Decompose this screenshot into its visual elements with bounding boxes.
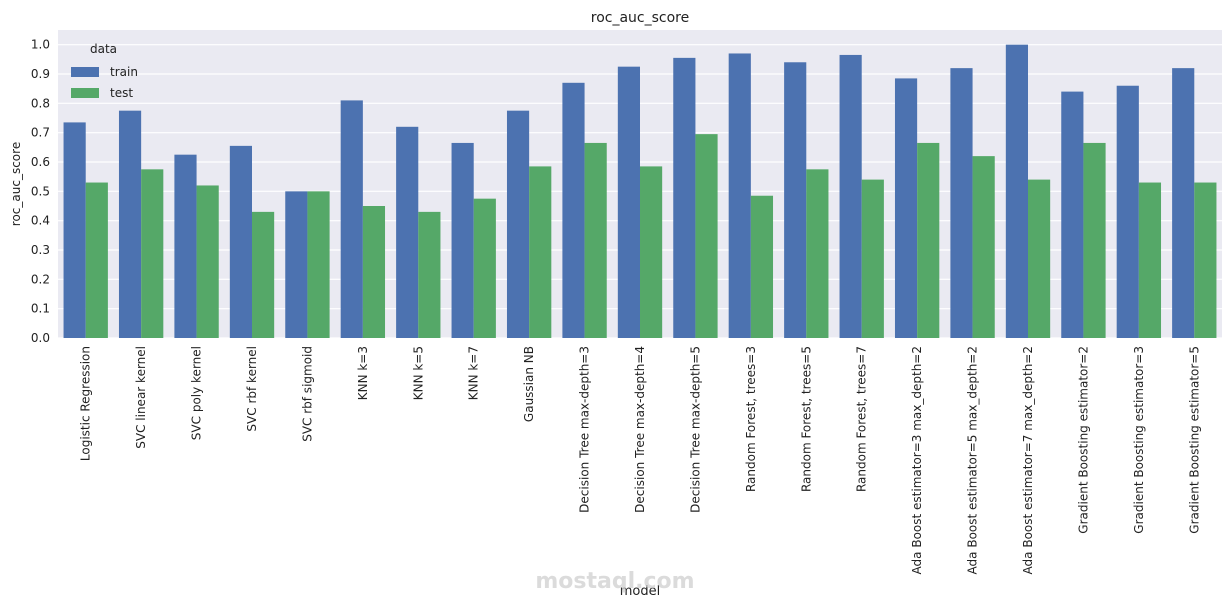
bar: [1005, 44, 1028, 339]
bar: [584, 142, 607, 338]
y-tick-label: 0.8: [31, 96, 50, 110]
x-tick-label: Gaussian NB: [522, 346, 536, 422]
legend-label: test: [110, 86, 133, 100]
x-tick-label: KNN k=7: [467, 346, 481, 400]
bar: [174, 154, 197, 338]
x-tick-label: Gradient Boosting estimator=3: [1132, 346, 1146, 534]
x-tick-label: Ada Boost estimator=7 max_depth=2: [1021, 346, 1035, 574]
x-tick-label: Ada Boost estimator=5 max_depth=2: [966, 346, 980, 574]
bar: [506, 110, 530, 339]
x-tick-label: SVC linear kernel: [134, 346, 148, 449]
bar: [1138, 182, 1162, 338]
chart-title: roc_auc_score: [591, 10, 689, 26]
x-tick-label: SVC rbf sigmoid: [300, 346, 314, 442]
bar: [750, 195, 774, 338]
bar: [972, 156, 995, 338]
y-tick-label: 0.7: [31, 126, 50, 140]
y-tick-label: 0.0: [31, 331, 50, 345]
bar: [806, 169, 829, 338]
bar: [784, 62, 807, 339]
bar: [229, 145, 252, 338]
x-tick-label: Random Forest, trees=5: [799, 346, 813, 492]
x-tick-label: Decision Tree max-depth=4: [633, 346, 647, 513]
bar: [1116, 85, 1139, 338]
bar: [451, 142, 474, 338]
x-tick-label: Random Forest, trees=7: [855, 346, 869, 492]
y-tick-label: 0.3: [31, 243, 50, 257]
legend-title: data: [90, 42, 117, 56]
bar: [950, 68, 973, 338]
bar: [640, 166, 663, 338]
x-tick-label: Logistic Regression: [79, 346, 93, 461]
legend-swatch: [71, 67, 99, 77]
bar: [396, 126, 419, 338]
bar: [118, 110, 142, 339]
y-axis-label: roc_auc_score: [9, 142, 23, 226]
bar: [695, 134, 718, 338]
bar: [1194, 182, 1217, 338]
watermark: mostaql.com: [535, 569, 694, 594]
x-axis-label: model: [620, 584, 660, 599]
bar: [728, 53, 751, 338]
bar: [141, 169, 164, 338]
bar: [617, 66, 640, 339]
labels: 0.0 0.1 0.2 0.3 0.4 0.5 0.6 0.7 0.8 0.9 1.0 Logisti…: [31, 38, 1201, 575]
bar: [63, 122, 86, 339]
bar: [362, 206, 386, 338]
x-tick-label: Decision Tree max-depth=3: [578, 346, 592, 513]
bar: [196, 185, 219, 338]
y-tick-label: 0.6: [31, 155, 50, 169]
bar: [1172, 68, 1195, 338]
bar: [562, 82, 585, 338]
x-tick-label: KNN k=3: [356, 346, 370, 400]
bar: [418, 211, 441, 338]
bar: [473, 198, 496, 338]
bar: [529, 166, 552, 338]
bars: [63, 44, 1217, 339]
bar: [1061, 91, 1084, 338]
legend-label: train: [110, 65, 138, 79]
bar: [252, 211, 275, 338]
y-tick-label: 1.0: [31, 38, 50, 52]
x-tick-label: Gradient Boosting estimator=2: [1076, 346, 1090, 534]
x-tick-label: Gradient Boosting estimator=5: [1187, 346, 1201, 534]
y-tick-label: 0.1: [31, 302, 50, 316]
x-tick-label: Decision Tree max-depth=5: [688, 346, 702, 513]
x-tick-label: Ada Boost estimator=3 max_depth=2: [910, 346, 924, 574]
y-tick-label: 0.2: [31, 272, 50, 286]
bar: [839, 54, 862, 338]
bar: [861, 179, 884, 338]
bar: [673, 57, 696, 338]
bar: [1083, 142, 1106, 338]
bar: [307, 191, 330, 338]
x-tick-label: SVC poly kernel: [190, 346, 204, 440]
bar: [894, 78, 918, 339]
y-tick-label: 0.4: [31, 214, 50, 228]
x-tick-label: Random Forest, trees=3: [744, 346, 758, 492]
x-tick-label: SVC rbf kernel: [245, 346, 259, 432]
bar: [285, 191, 308, 338]
y-tick-label: 0.5: [31, 184, 50, 198]
x-tick-label: KNN k=5: [411, 346, 425, 400]
y-tick-label: 0.9: [31, 67, 50, 81]
bar: [917, 142, 940, 338]
bar: [340, 100, 363, 339]
legend-swatch: [71, 88, 99, 98]
bar: [1028, 179, 1051, 338]
bar: [85, 182, 108, 338]
